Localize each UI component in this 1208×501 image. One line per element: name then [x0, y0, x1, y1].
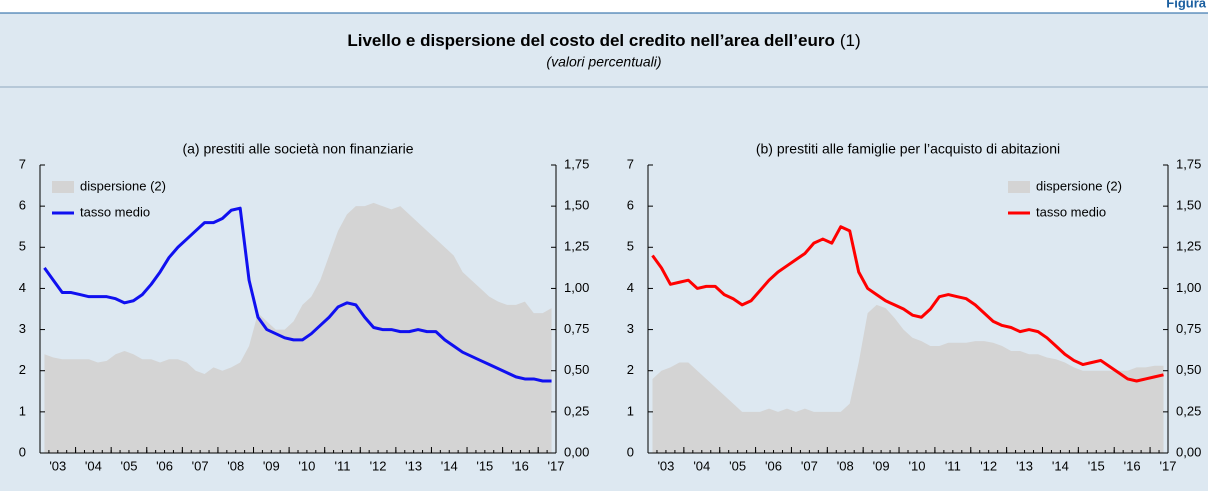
legend-label: tasso medio — [1036, 204, 1106, 219]
x-tick-label: '12 — [980, 458, 997, 473]
x-tick-label: '07 — [192, 458, 209, 473]
y2-tick-label: 1,25 — [1176, 239, 1201, 254]
y2-tick-label: 0,25 — [1176, 403, 1201, 418]
title-main: Livello e dispersione del costo del cred… — [347, 31, 834, 50]
y2-tick-label: 1,50 — [1176, 198, 1201, 213]
y-tick-label: 3 — [19, 321, 26, 336]
y2-tick-label: 1,75 — [1176, 156, 1201, 171]
x-tick-label: '17 — [548, 458, 565, 473]
title: Livello e dispersione del costo del cred… — [347, 31, 860, 50]
legend-swatch — [52, 181, 74, 193]
y2-tick-label: 0,50 — [564, 362, 589, 377]
y2-tick-label: 0,50 — [1176, 362, 1201, 377]
y2-tick-label: 0,75 — [1176, 321, 1201, 336]
y2-tick-label: 1,50 — [564, 198, 589, 213]
x-tick-label: '03 — [49, 458, 66, 473]
x-tick-label: '13 — [405, 458, 422, 473]
x-tick-label: '05 — [729, 458, 746, 473]
y-tick-label: 5 — [627, 239, 634, 254]
y-tick-label: 2 — [627, 362, 634, 377]
legend-label: tasso medio — [80, 204, 150, 219]
y-tick-label: 0 — [19, 444, 26, 459]
x-tick-label: '05 — [120, 458, 137, 473]
y-tick-label: 7 — [19, 156, 26, 171]
y2-tick-label: 0,75 — [564, 321, 589, 336]
dispersion-area — [44, 202, 552, 453]
y2-tick-label: 1,25 — [564, 239, 589, 254]
rate-line — [651, 225, 1164, 383]
y2-tick-label: 0,00 — [564, 444, 589, 459]
y-tick-label: 1 — [19, 403, 26, 418]
y-tick-label: 5 — [19, 239, 26, 254]
y-tick-label: 4 — [19, 280, 26, 295]
panel-subtitle: (b) prestiti alle famiglie per l’acquist… — [756, 141, 1060, 157]
y2-tick-label: 0,00 — [1176, 444, 1201, 459]
x-tick-label: '03 — [657, 458, 674, 473]
x-tick-label: '11 — [334, 458, 350, 473]
subtitle: (valori percentuali) — [546, 54, 661, 70]
x-tick-label: '09 — [263, 458, 280, 473]
x-tick-label: '14 — [1052, 458, 1069, 473]
y2-tick-label: 0,25 — [564, 403, 589, 418]
x-tick-label: '17 — [1160, 458, 1177, 473]
x-tick-label: '12 — [370, 458, 387, 473]
x-tick-label: '07 — [801, 458, 818, 473]
x-tick-label: '04 — [693, 458, 710, 473]
title-note: (1) — [840, 31, 861, 50]
rate-line — [43, 206, 552, 383]
panel-subtitle: (a) prestiti alle società non finanziari… — [182, 141, 413, 157]
y2-tick-label: 1,00 — [1176, 280, 1201, 295]
legend-label: dispersione (2) — [1036, 178, 1122, 193]
x-tick-label: '16 — [512, 458, 529, 473]
y-tick-label: 2 — [19, 362, 26, 377]
x-tick-label: '13 — [1016, 458, 1033, 473]
x-tick-label: '09 — [873, 458, 890, 473]
x-tick-label: '15 — [1088, 458, 1105, 473]
y-tick-label: 3 — [627, 321, 634, 336]
figure-label: Figura — [1166, 0, 1206, 10]
x-tick-label: '06 — [156, 458, 173, 473]
legend-swatch — [1008, 181, 1030, 193]
y-tick-label: 7 — [627, 156, 634, 171]
x-tick-label: '08 — [227, 458, 244, 473]
x-tick-label: '04 — [85, 458, 102, 473]
y-tick-label: 0 — [627, 444, 634, 459]
y-tick-label: 1 — [627, 403, 634, 418]
y-tick-label: 4 — [627, 280, 634, 295]
x-tick-label: '11 — [945, 458, 961, 473]
y2-tick-label: 1,00 — [564, 280, 589, 295]
y-tick-label: 6 — [627, 198, 634, 213]
y2-tick-label: 1,75 — [564, 156, 589, 171]
x-tick-label: '15 — [476, 458, 493, 473]
x-tick-label: '10 — [908, 458, 925, 473]
y-tick-label: 6 — [19, 198, 26, 213]
x-tick-label: '16 — [1124, 458, 1141, 473]
dispersion-area — [652, 304, 1164, 453]
legend-label: dispersione (2) — [80, 178, 166, 193]
x-tick-label: '08 — [837, 458, 854, 473]
x-tick-label: '14 — [441, 458, 458, 473]
x-tick-label: '10 — [298, 458, 315, 473]
x-tick-label: '06 — [765, 458, 782, 473]
